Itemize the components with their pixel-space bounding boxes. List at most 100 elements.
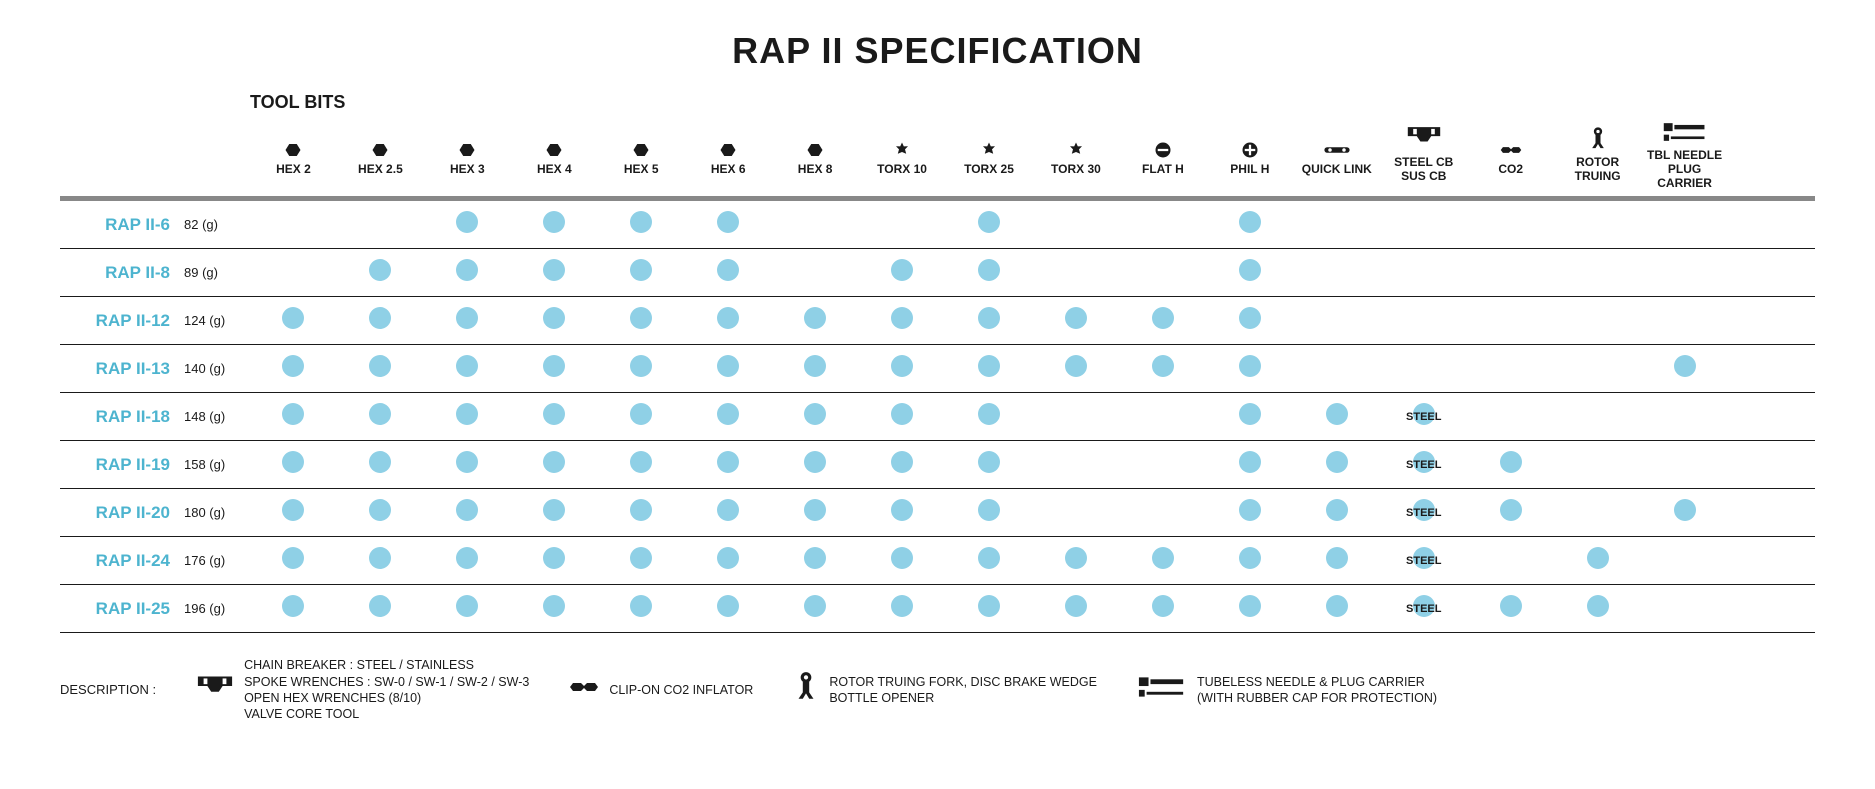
legend-label: DESCRIPTION : bbox=[60, 682, 156, 697]
cell-torx25 bbox=[946, 307, 1033, 334]
cell-cb: STEEL bbox=[1380, 547, 1467, 574]
cell-torx10 bbox=[859, 307, 946, 334]
feature-dot bbox=[1674, 499, 1696, 521]
feature-dot bbox=[630, 355, 652, 377]
cell-flath bbox=[1119, 307, 1206, 334]
feature-dot bbox=[543, 547, 565, 569]
feature-dot bbox=[1500, 451, 1522, 473]
qlink-icon bbox=[1295, 129, 1378, 159]
cell-hex8 bbox=[772, 499, 859, 526]
model-name: RAP II-13 bbox=[60, 359, 180, 379]
legend-item: TUBELESS NEEDLE & PLUG CARRIER(WITH RUBB… bbox=[1137, 672, 1437, 707]
feature-dot bbox=[456, 451, 478, 473]
feature-dot bbox=[282, 307, 304, 329]
cell-hex3 bbox=[424, 355, 511, 382]
feature-dot bbox=[1065, 547, 1087, 569]
col-head-tbl: TBL NEEDLEPLUG CARRIER bbox=[1641, 115, 1728, 190]
feature-dot bbox=[891, 403, 913, 425]
feature-dot bbox=[891, 595, 913, 617]
model-name: RAP II-24 bbox=[60, 551, 180, 571]
cell-hex4 bbox=[511, 403, 598, 430]
cell-flath bbox=[1119, 355, 1206, 382]
col-head-hex4: HEX 4 bbox=[511, 129, 598, 177]
cell-hex6 bbox=[685, 403, 772, 430]
cell-hex5 bbox=[598, 499, 685, 526]
feature-dot bbox=[543, 211, 565, 233]
model-weight: 196 (g) bbox=[180, 601, 250, 616]
rows-container: RAP II-682 (g)RAP II-889 (g)RAP II-12124… bbox=[60, 201, 1815, 633]
cell-hex25 bbox=[337, 547, 424, 574]
cell-hex25 bbox=[337, 403, 424, 430]
feature-dot bbox=[717, 355, 739, 377]
feature-dot bbox=[891, 547, 913, 569]
feature-dot bbox=[1326, 595, 1348, 617]
col-head-torx25: TORX 25 bbox=[946, 129, 1033, 177]
model-name: RAP II-8 bbox=[60, 263, 180, 283]
cell-cb: STEEL bbox=[1380, 403, 1467, 430]
feature-dot bbox=[717, 451, 739, 473]
feature-dot bbox=[456, 499, 478, 521]
cell-hex5 bbox=[598, 403, 685, 430]
cell-hex5 bbox=[598, 259, 685, 286]
legend-text: CHAIN BREAKER : STEEL / STAINLESSSPOKE W… bbox=[244, 657, 529, 722]
hex-icon bbox=[513, 129, 596, 159]
legend-item: ROTOR TRUING FORK, DISC BRAKE WEDGEBOTTL… bbox=[793, 671, 1097, 708]
col-head-hex3: HEX 3 bbox=[424, 129, 511, 177]
feature-dot bbox=[1239, 499, 1261, 521]
model-weight: 124 (g) bbox=[180, 313, 250, 328]
col-head-qlink: QUICK LINK bbox=[1293, 129, 1380, 177]
cell-hex25 bbox=[337, 307, 424, 334]
feature-dot bbox=[369, 499, 391, 521]
feature-dot bbox=[456, 259, 478, 281]
header-row: HEX 2HEX 2.5HEX 3HEX 4HEX 5HEX 6HEX 8TOR… bbox=[60, 115, 1815, 201]
cell-hex5 bbox=[598, 451, 685, 478]
legend-text: CLIP-ON CO2 INFLATOR bbox=[609, 682, 753, 698]
cell-hex4 bbox=[511, 259, 598, 286]
cell-hex8 bbox=[772, 547, 859, 574]
model-name: RAP II-20 bbox=[60, 503, 180, 523]
feature-dot bbox=[456, 547, 478, 569]
col-head-hex5: HEX 5 bbox=[598, 129, 685, 177]
legend: DESCRIPTION : CHAIN BREAKER : STEEL / ST… bbox=[60, 657, 1815, 722]
hex-icon bbox=[252, 129, 335, 159]
cell-cb: STEEL bbox=[1380, 595, 1467, 622]
feature-dot bbox=[978, 451, 1000, 473]
feature-dot bbox=[282, 595, 304, 617]
cell-hex5 bbox=[598, 355, 685, 382]
feature-dot bbox=[543, 451, 565, 473]
feature-dot bbox=[369, 307, 391, 329]
hex-icon bbox=[774, 129, 857, 159]
model-name: RAP II-6 bbox=[60, 215, 180, 235]
hex-icon bbox=[687, 129, 770, 159]
model-weight: 148 (g) bbox=[180, 409, 250, 424]
cell-hex6 bbox=[685, 499, 772, 526]
flat-icon bbox=[1121, 129, 1204, 159]
feature-dot bbox=[543, 595, 565, 617]
cell-torx10 bbox=[859, 259, 946, 286]
feature-dot bbox=[630, 259, 652, 281]
spec-row: RAP II-19158 (g)STEEL bbox=[60, 441, 1815, 489]
rotor-icon bbox=[793, 671, 819, 708]
feature-dot-label: STEEL bbox=[1406, 555, 1441, 567]
cell-hex5 bbox=[598, 211, 685, 238]
feature-dot bbox=[804, 595, 826, 617]
cell-torx10 bbox=[859, 595, 946, 622]
cell-hex4 bbox=[511, 451, 598, 478]
cell-hex3 bbox=[424, 211, 511, 238]
cell-philh bbox=[1206, 595, 1293, 622]
co2-icon bbox=[1469, 129, 1552, 159]
legend-text: TUBELESS NEEDLE & PLUG CARRIER(WITH RUBB… bbox=[1197, 674, 1437, 707]
feature-dot bbox=[1587, 547, 1609, 569]
feature-dot bbox=[804, 307, 826, 329]
cell-cb: STEEL bbox=[1380, 451, 1467, 478]
cell-hex3 bbox=[424, 547, 511, 574]
model-name: RAP II-12 bbox=[60, 311, 180, 331]
model-weight: 180 (g) bbox=[180, 505, 250, 520]
hex-icon bbox=[600, 129, 683, 159]
phil-icon bbox=[1208, 129, 1291, 159]
feature-dot bbox=[891, 451, 913, 473]
spec-row: RAP II-24176 (g)STEEL bbox=[60, 537, 1815, 585]
cell-hex3 bbox=[424, 451, 511, 478]
feature-dot bbox=[1239, 355, 1261, 377]
feature-dot bbox=[804, 355, 826, 377]
